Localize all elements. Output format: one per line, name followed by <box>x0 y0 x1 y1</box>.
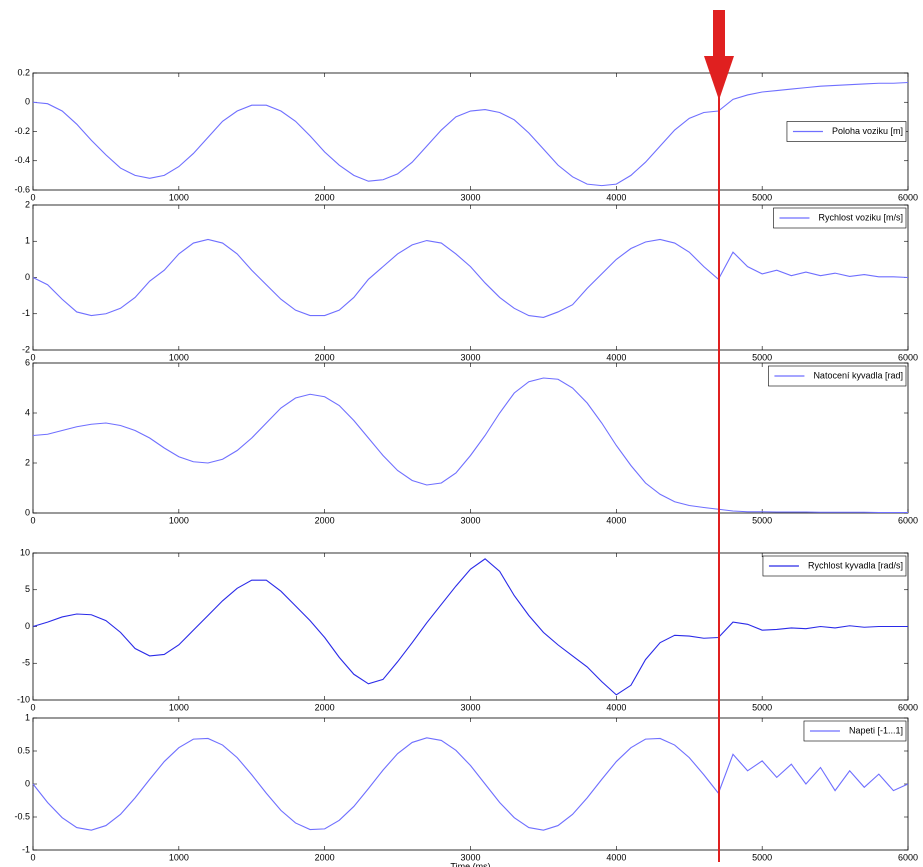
marker <box>704 10 734 862</box>
x-tick-label: 0 <box>30 852 35 862</box>
legend: Poloha voziku [m] <box>786 121 907 142</box>
data-line <box>32 558 908 696</box>
plot-frame <box>32 362 909 514</box>
data-line <box>32 377 908 514</box>
y-tick-label: 4 <box>25 407 30 417</box>
data-line <box>32 238 909 318</box>
x-tick-label: 6000 <box>898 515 918 525</box>
marker-arrow-head <box>704 56 734 100</box>
x-tick-label: 3000 <box>460 852 480 862</box>
y-tick-label: 0.2 <box>17 67 30 77</box>
x-tick-label: 2000 <box>315 352 335 362</box>
y-tick-label: 6 <box>25 357 30 367</box>
y-tick-label: 0 <box>25 272 30 282</box>
x-tick-label: 2000 <box>315 192 335 202</box>
data-line <box>32 737 909 831</box>
x-tick-label: 5000 <box>752 852 772 862</box>
x-tick-label: 0 <box>30 515 35 525</box>
plot-frame <box>32 552 909 701</box>
x-tick-label: 3000 <box>460 352 480 362</box>
x-tick-label: 4000 <box>606 702 626 712</box>
x-tick-label: 1000 <box>169 192 189 202</box>
y-tick-label: 1 <box>25 712 30 722</box>
legend-box <box>773 207 907 229</box>
legend-box <box>803 720 907 742</box>
legend-box <box>786 121 907 142</box>
y-tick-label: -1 <box>22 308 30 318</box>
x-tick-label: 2000 <box>315 852 335 862</box>
y-tick-label: 0 <box>25 507 30 517</box>
legend: Rychlost voziku [m/s] <box>773 207 907 229</box>
y-tick-label: 5 <box>25 584 30 594</box>
y-tick-label: -0.6 <box>14 184 30 194</box>
legend-label: Poloha voziku [m] <box>832 126 903 136</box>
data-line <box>32 81 909 187</box>
x-tick-label: 2000 <box>315 515 335 525</box>
y-tick-label: 0 <box>25 621 30 631</box>
plot-frame <box>32 204 909 351</box>
x-tick-label: 0 <box>30 192 35 202</box>
x-tick-label: 2000 <box>315 702 335 712</box>
y-tick-label: 2 <box>25 457 30 467</box>
y-tick-label: 1 <box>25 236 30 246</box>
x-tick-label: 3000 <box>460 702 480 712</box>
y-tick-label: 0 <box>25 97 30 107</box>
legend: Rychlost kyvadla [rad/s] <box>762 555 907 577</box>
x-tick-label: 6000 <box>898 702 918 712</box>
x-tick-label: 0 <box>30 352 35 362</box>
plot-frame <box>32 717 909 851</box>
x-tick-label: 5000 <box>752 352 772 362</box>
x-tick-label: 6000 <box>898 852 918 862</box>
y-tick-label: -2 <box>22 344 30 354</box>
plots: 0 1000 2000 3000 4000 5000 6000-0.6-0.4-0.200.… <box>14 67 918 867</box>
marker-arrow-shaft <box>713 10 725 58</box>
legend-label: Napeti [-1...1] <box>849 725 903 735</box>
x-tick-label: 4000 <box>606 192 626 202</box>
y-tick-label: -10 <box>17 694 30 704</box>
legend-box <box>768 365 907 387</box>
y-tick-label: -0.4 <box>14 155 30 165</box>
y-tick-label: 0 <box>25 778 30 788</box>
legend-label: Rychlost kyvadla [rad/s] <box>808 560 903 570</box>
x-tick-label: 1000 <box>169 702 189 712</box>
x-tick-label: 6000 <box>898 352 918 362</box>
legend: Natocení kyvadla [rad] <box>768 365 907 387</box>
x-tick-label: 1000 <box>169 852 189 862</box>
y-tick-label: -0.2 <box>14 126 30 136</box>
x-tick-label: 3000 <box>460 515 480 525</box>
x-tick-label: 4000 <box>606 515 626 525</box>
legend: Napeti [-1...1] <box>803 720 907 742</box>
x-tick-label: 5000 <box>752 192 772 202</box>
y-tick-label: 10 <box>20 547 30 557</box>
y-tick-label: -1 <box>22 844 30 854</box>
y-tick-label: 2 <box>25 199 30 209</box>
x-axis-label: Time (ms) <box>450 861 490 867</box>
x-tick-label: 6000 <box>898 192 918 202</box>
x-tick-label: 1000 <box>169 515 189 525</box>
x-tick-label: 3000 <box>460 192 480 202</box>
x-tick-label: 5000 <box>752 702 772 712</box>
y-tick-label: -5 <box>22 658 30 668</box>
x-tick-label: 5000 <box>752 515 772 525</box>
y-tick-label: -0.5 <box>14 811 30 821</box>
x-tick-label: 0 <box>30 702 35 712</box>
x-tick-label: 1000 <box>169 352 189 362</box>
x-tick-label: 4000 <box>606 852 626 862</box>
legend-label: Rychlost voziku [m/s] <box>818 212 903 222</box>
y-tick-label: 0.5 <box>17 745 30 755</box>
legend-label: Natocení kyvadla [rad] <box>813 370 903 380</box>
legend-box <box>762 555 907 577</box>
x-tick-label: 4000 <box>606 352 626 362</box>
